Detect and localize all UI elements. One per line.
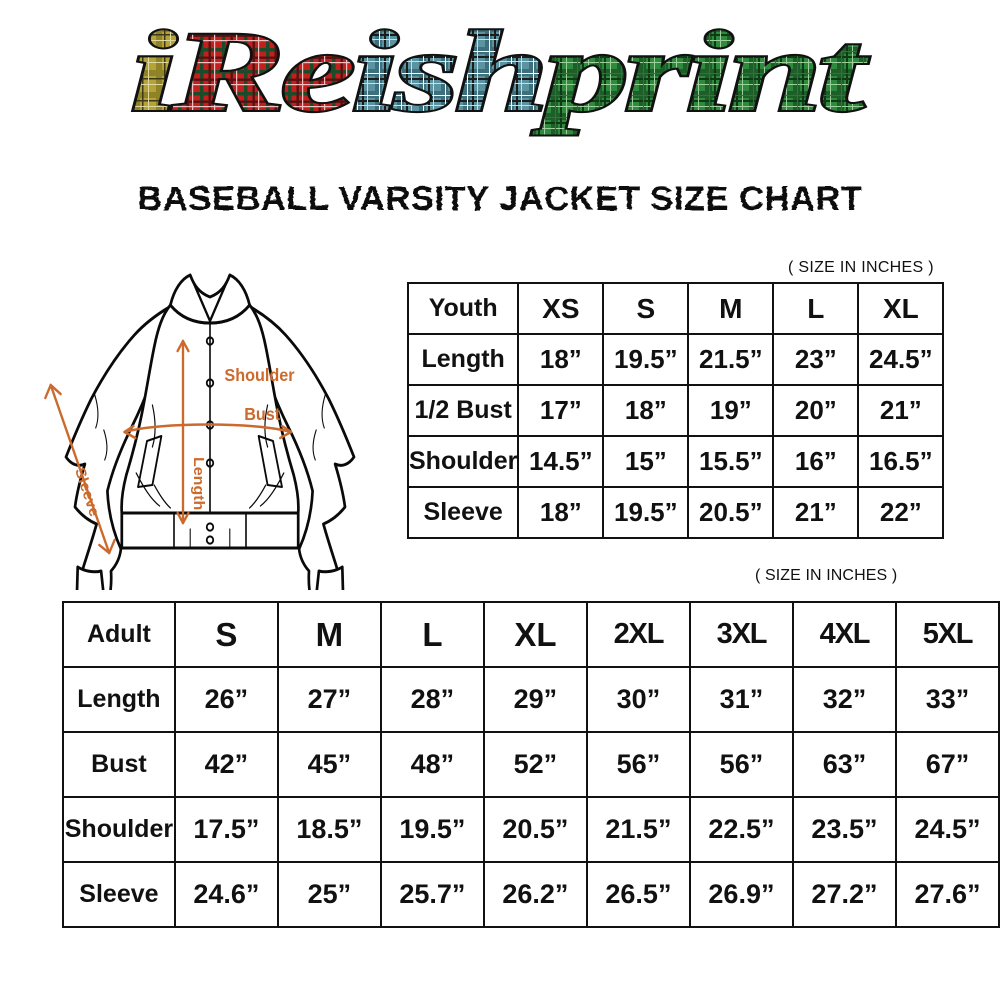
svg-text:BASEBALL VARSITY JACKET SIZE C: BASEBALL VARSITY JACKET SIZE CHART	[138, 180, 863, 218]
svg-text:Bust: Bust	[244, 404, 280, 424]
svg-text:Shoulder: Shoulder	[224, 365, 294, 385]
svg-text:Length: Length	[190, 457, 206, 510]
